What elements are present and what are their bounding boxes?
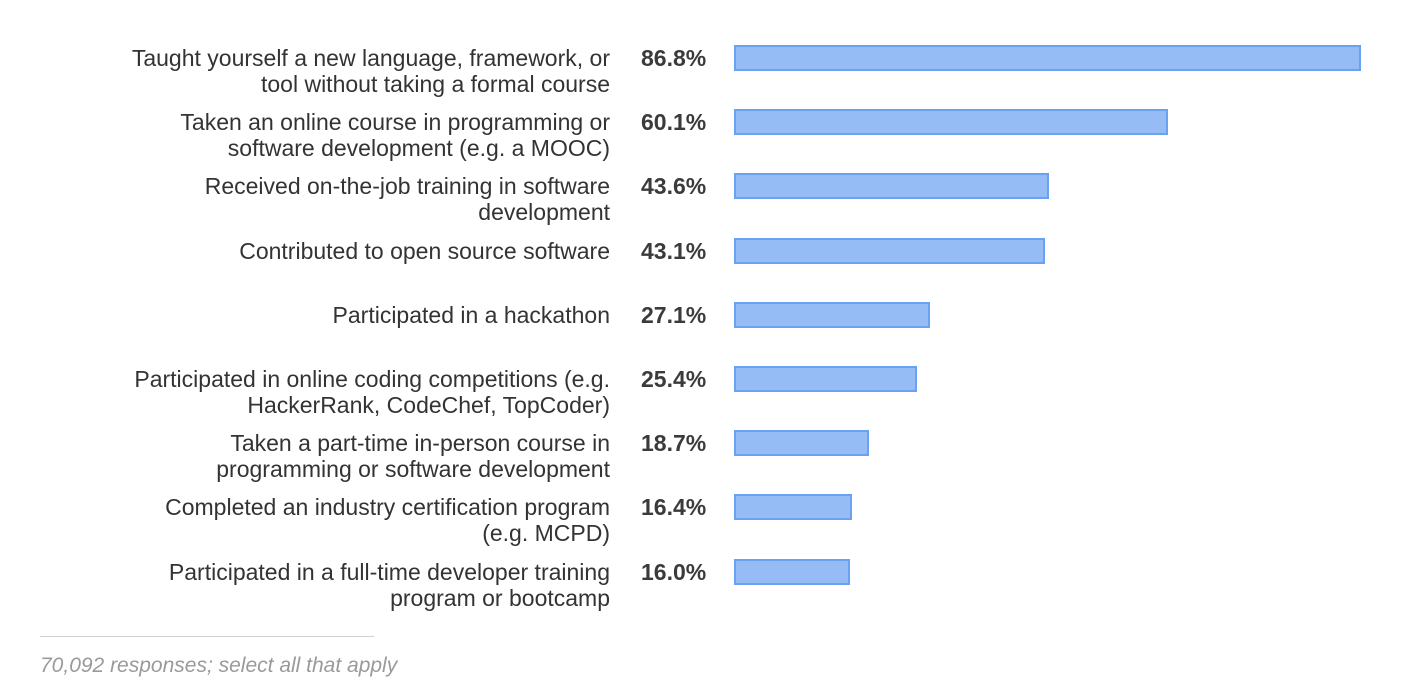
value-label: 25.4% — [641, 366, 707, 392]
value-label: 18.7% — [641, 430, 707, 457]
value-label: 86.8% — [641, 45, 707, 71]
category-label: Completed an industry certification prog… — [10, 494, 610, 546]
category-label: Taken an online course in programming or… — [10, 109, 610, 161]
category-label-line: programming or software development — [216, 456, 610, 483]
bar — [734, 366, 918, 392]
value-label: 16.0% — [641, 558, 707, 585]
chart-row: Completed an industry certification prog… — [0, 494, 1426, 558]
category-label-line: development — [478, 199, 610, 226]
category-label: Taken a part-time in-person course in pro… — [10, 430, 610, 482]
value-label: 43.1% — [641, 237, 707, 264]
chart-row: Taken a part-time in-person course in pro… — [0, 430, 1426, 494]
category-label-line: Participated in a hackathon — [332, 301, 610, 328]
category-label: Participated in a hackathon — [10, 302, 610, 328]
category-label-line: Taken a part-time in-person course in — [230, 430, 610, 457]
chart-row: Participated in online coding competitio… — [0, 366, 1426, 430]
category-label: Received on-the-job training in software… — [10, 173, 610, 225]
category-label: Contributed to open source software — [10, 238, 610, 264]
category-label: Taught yourself a new language, framewor… — [10, 45, 610, 97]
category-label: Participated in a full-time developer tr… — [10, 559, 610, 611]
chart-row: Received on-the-job training in software… — [0, 173, 1426, 237]
bar — [734, 430, 870, 457]
bar — [734, 237, 1046, 264]
bar — [734, 45, 1361, 71]
category-label-line: Received on-the-job training in software — [204, 173, 610, 200]
value-label: 43.6% — [641, 173, 707, 200]
category-label-line: Taken an online course in programming or — [180, 109, 610, 136]
value-label: 16.4% — [641, 494, 707, 521]
bar — [734, 173, 1049, 200]
value-label: 60.1% — [641, 109, 707, 136]
chart-row: Participated in a hackathon 27.1% — [0, 301, 1426, 366]
bar — [734, 301, 930, 328]
chart-row: Participated in a full-time developer tr… — [0, 558, 1426, 623]
bar — [734, 494, 853, 521]
value-label: 27.1% — [641, 301, 707, 328]
category-label-line: tool without taking a formal course — [260, 71, 610, 97]
category-label-line: Taught yourself a new language, framewor… — [131, 45, 610, 71]
footnote-divider — [40, 636, 374, 637]
chart-row: Contributed to open source software 43.1% — [0, 237, 1426, 302]
category-label-line: HackerRank, CodeChef, TopCoder) — [247, 392, 610, 418]
category-label-line: (e.g. MCPD) — [482, 520, 610, 547]
category-label: Participated in online coding competitio… — [10, 366, 610, 418]
chart-row: Taken an online course in programming or… — [0, 109, 1426, 173]
category-label-line: Completed an industry certification prog… — [165, 494, 610, 521]
category-label-line: software development (e.g. a MOOC) — [227, 135, 610, 162]
category-label-line: Participated in a full-time developer tr… — [168, 558, 610, 585]
bar — [734, 558, 850, 585]
category-label-line: Contributed to open source software — [239, 237, 610, 264]
footnote: 70,092 responses; select all that apply — [40, 654, 398, 677]
category-label-line: Participated in online coding competitio… — [134, 366, 610, 392]
chart-row: Taught yourself a new language, framewor… — [0, 45, 1426, 109]
bar — [734, 109, 1169, 136]
category-label-line: program or bootcamp — [390, 584, 610, 611]
